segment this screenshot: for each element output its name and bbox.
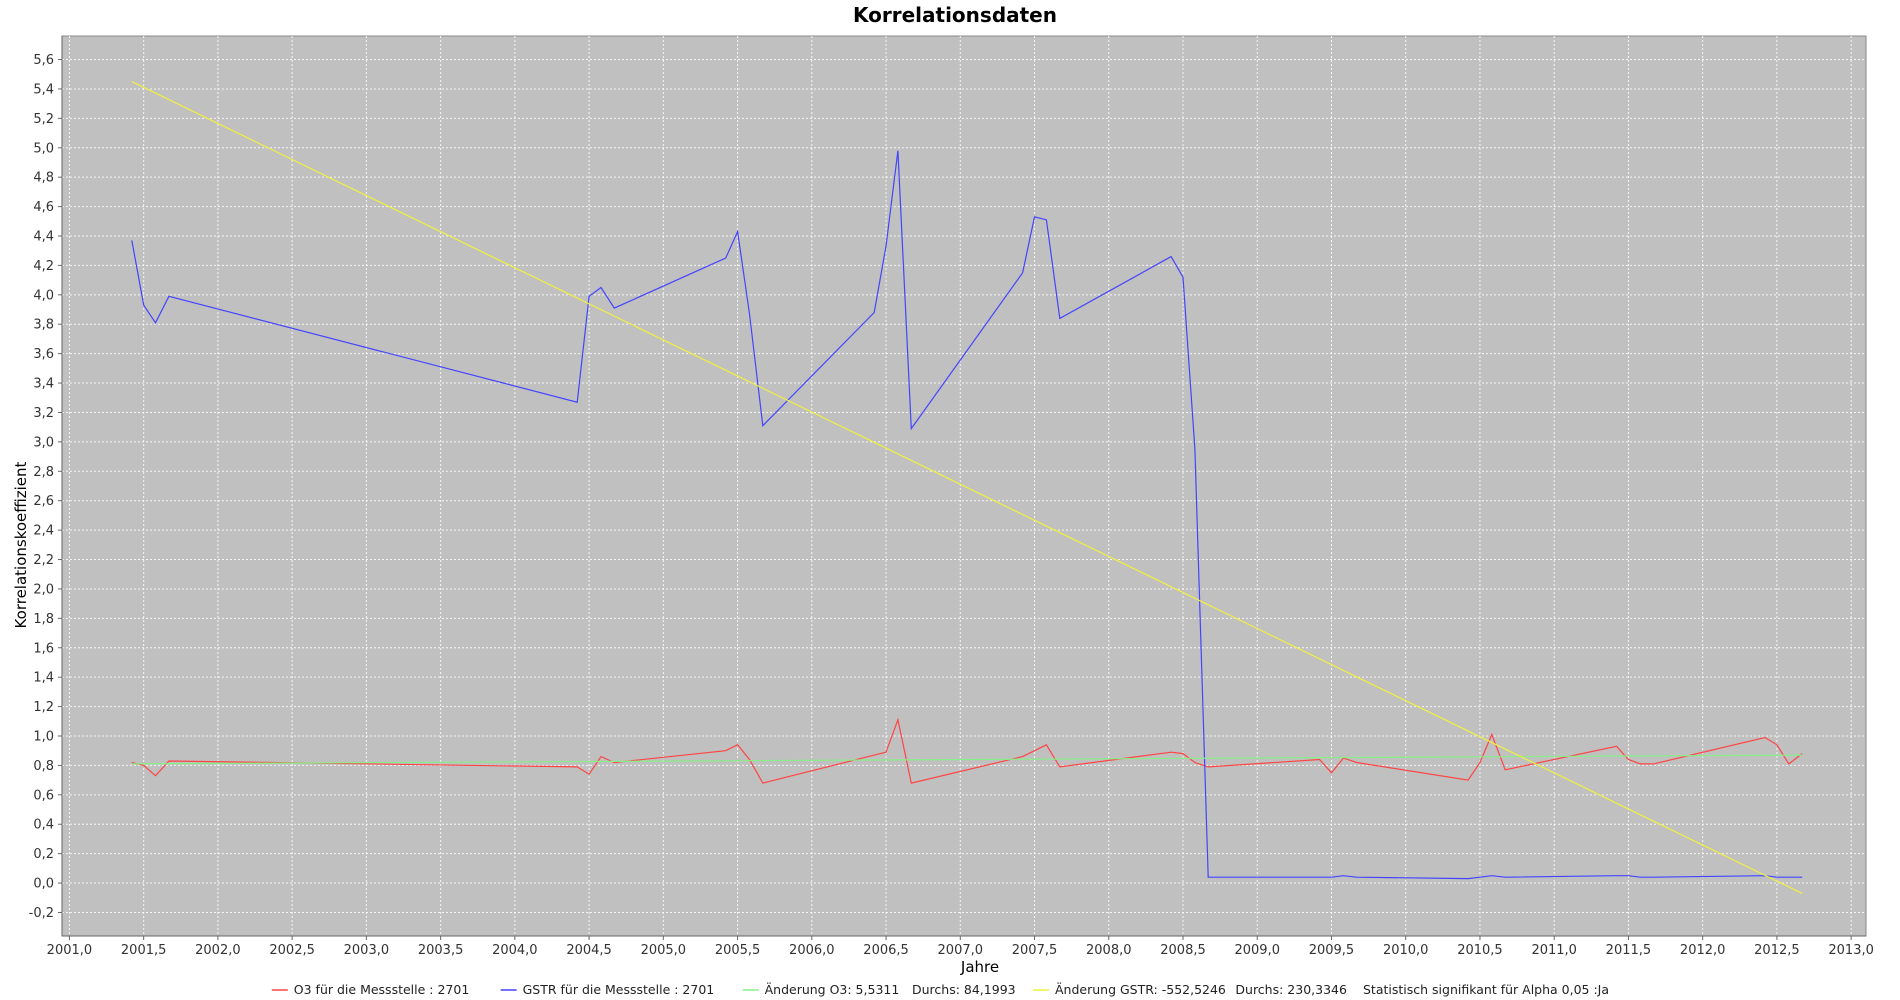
x-tick-label: 2006,0 <box>789 943 835 958</box>
y-tick-label: 2,4 <box>33 524 54 539</box>
y-tick-label: -0,2 <box>29 906 54 921</box>
legend-item-label: Änderung O3: 5,5311 <box>765 982 900 997</box>
y-tick-label: 5,2 <box>33 112 54 127</box>
legend-item-label: Statistisch signifikant für Alpha 0,05 :… <box>1363 982 1609 997</box>
x-tick-label: 2001,0 <box>47 943 93 958</box>
series-line-2 <box>131 150 1803 880</box>
x-tick-label: 2011,0 <box>1531 943 1577 958</box>
y-tick-label: 2,6 <box>33 494 54 509</box>
legend-item-label: Durchs: 84,1993 <box>912 982 1016 997</box>
y-tick-label: 3,4 <box>33 377 54 392</box>
y-tick-label: 0,0 <box>33 877 54 892</box>
x-tick-label: 2004,0 <box>492 943 538 958</box>
x-tick-label: 2010,0 <box>1383 943 1429 958</box>
grid <box>62 36 1866 936</box>
y-tick-label: 1,2 <box>33 700 54 715</box>
legend-item-label: GSTR für die Messstelle : 2701 <box>523 982 715 997</box>
y-tick-label: 0,6 <box>33 788 54 803</box>
x-tick-label: 2011,5 <box>1606 943 1652 958</box>
y-tick-label: 2,8 <box>33 465 54 480</box>
y-tick-label: 5,4 <box>33 82 54 97</box>
x-tick-label: 2003,0 <box>344 943 390 958</box>
x-tick-label: 2003,5 <box>418 943 464 958</box>
y-tick-label: 5,0 <box>33 141 54 156</box>
y-tick-label: 0,4 <box>33 818 54 833</box>
axes: 2001,0 2001,5 2002,0 2002,5 2003,0 2003,5 2004… <box>29 36 1874 958</box>
x-tick-label: 2010,5 <box>1457 943 1503 958</box>
y-tick-label: 3,2 <box>33 406 54 421</box>
legend: O3 für die Messstelle : 2701 GSTR für die… <box>271 982 1609 997</box>
x-tick-label: 2013,0 <box>1828 943 1874 958</box>
x-tick-label: 2012,5 <box>1754 943 1800 958</box>
y-tick-label: 4,8 <box>33 171 54 186</box>
legend-item-label: Änderung GSTR: -552,5246 <box>1055 982 1226 997</box>
x-axis-label: Jahre <box>960 958 999 976</box>
chart-title: Korrelationsdaten <box>853 3 1057 27</box>
x-tick-label: 2005,0 <box>641 943 687 958</box>
y-tick-label: 4,4 <box>33 230 54 245</box>
y-tick-label: 4,6 <box>33 200 54 215</box>
x-tick-label: 2008,5 <box>1160 943 1206 958</box>
y-tick-label: 3,8 <box>33 318 54 333</box>
x-tick-label: 2005,5 <box>715 943 761 958</box>
y-tick-label: 1,6 <box>33 641 54 656</box>
y-tick-label: 2,2 <box>33 553 54 568</box>
x-tick-label: 2009,0 <box>1234 943 1280 958</box>
x-tick-label: 2002,5 <box>269 943 315 958</box>
legend-item-label: Durchs: 230,3346 <box>1235 982 1347 997</box>
x-tick-label: 2004,5 <box>566 943 612 958</box>
x-tick-label: 2007,0 <box>938 943 984 958</box>
y-tick-label: 3,6 <box>33 347 54 362</box>
series-line-3 <box>131 754 1803 765</box>
y-tick-label: 3,0 <box>33 435 54 450</box>
series-group <box>131 81 1803 894</box>
x-tick-label: 2002,0 <box>195 943 241 958</box>
x-tick-label: 2001,5 <box>121 943 167 958</box>
y-tick-label: 1,4 <box>33 671 54 686</box>
y-axis-label: Korrelationskoeffizient <box>12 461 30 628</box>
y-tick-label: 0,8 <box>33 759 54 774</box>
x-tick-label: 2008,0 <box>1086 943 1132 958</box>
x-tick-label: 2006,5 <box>863 943 909 958</box>
y-tick-label: 4,2 <box>33 259 54 274</box>
y-tick-label: 5,6 <box>33 53 54 68</box>
y-tick-label: 1,0 <box>33 730 54 745</box>
series-line-1 <box>131 717 1803 784</box>
x-tick-label: 2009,5 <box>1309 943 1355 958</box>
y-tick-label: 2,0 <box>33 582 54 597</box>
x-tick-label: 2007,5 <box>1012 943 1058 958</box>
y-tick-label: 4,0 <box>33 288 54 303</box>
legend-item-label: O3 für die Messstelle : 2701 <box>294 982 469 997</box>
y-tick-label: 0,2 <box>33 847 54 862</box>
y-tick-label: 1,8 <box>33 612 54 627</box>
series-line-4 <box>131 81 1803 894</box>
x-tick-label: 2012,0 <box>1680 943 1726 958</box>
